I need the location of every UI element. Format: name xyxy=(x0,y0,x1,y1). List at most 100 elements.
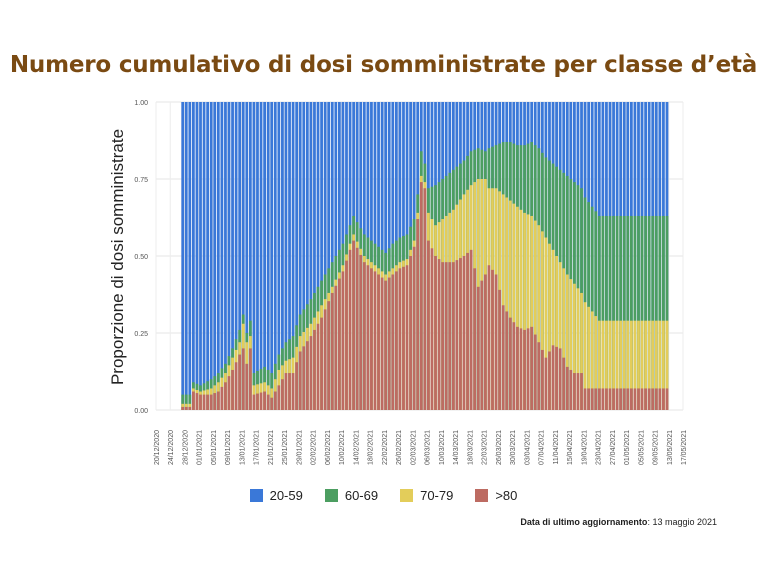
bar-segment xyxy=(181,403,185,410)
bar-segment xyxy=(615,320,619,410)
bar-segment xyxy=(562,268,566,410)
bar-segment xyxy=(476,286,480,410)
bar-segment xyxy=(605,388,608,410)
bar-segment xyxy=(451,262,455,410)
bar-segment xyxy=(612,215,615,410)
bar-segment xyxy=(601,320,605,410)
x-tick-label: 13/05/2021 xyxy=(667,430,674,465)
bar-segment xyxy=(234,362,238,410)
bar-segment xyxy=(252,102,256,410)
bar-segment xyxy=(459,258,462,410)
bar-segment xyxy=(373,271,377,410)
bar-segment xyxy=(597,388,601,410)
bar-segment xyxy=(270,397,274,410)
bar-segment xyxy=(380,277,384,410)
bar-segment xyxy=(662,215,665,410)
x-tick-label: 13/01/2021 xyxy=(239,430,246,465)
bar-segment xyxy=(637,388,640,410)
bar-segment xyxy=(587,388,591,410)
bar-segment xyxy=(398,268,402,410)
bar-segment xyxy=(224,102,227,410)
bar-segment xyxy=(505,197,509,410)
x-tick-label: 29/01/2021 xyxy=(296,430,303,465)
bar-segment xyxy=(199,102,202,410)
x-tick-label: 02/03/2021 xyxy=(410,430,417,465)
y-tick-label: 0.50 xyxy=(134,254,148,261)
x-tick-label: 15/04/2021 xyxy=(567,430,574,465)
bar-segment xyxy=(302,102,306,410)
bar-segment xyxy=(184,406,188,410)
bar-segment xyxy=(637,215,640,410)
bar-segment xyxy=(402,266,405,410)
bar-segment xyxy=(348,249,352,410)
bar-segment xyxy=(316,102,320,410)
bar-segment xyxy=(359,254,363,410)
x-tick-label: 11/04/2021 xyxy=(553,430,560,465)
bar-segment xyxy=(548,351,551,410)
x-tick-label: 27/04/2021 xyxy=(610,430,617,465)
x-tick-label: 21/01/2021 xyxy=(268,430,275,465)
legend-item-70-79: 70-79 xyxy=(400,488,453,503)
bar-segment xyxy=(583,388,587,410)
bar-segment xyxy=(565,274,569,410)
x-tick-label: 24/12/2020 xyxy=(168,430,175,465)
bar-segment xyxy=(195,393,199,410)
bar-segment xyxy=(597,215,601,410)
bar-segment xyxy=(533,220,537,410)
bar-segment xyxy=(231,102,234,410)
bar-segment xyxy=(320,317,323,410)
x-tick-label: 17/05/2021 xyxy=(681,430,688,465)
bar-segment xyxy=(523,212,526,410)
bar-segment xyxy=(444,262,448,410)
bar-segment xyxy=(658,215,662,410)
bar-segment xyxy=(530,326,534,410)
bar-segment xyxy=(654,215,658,410)
bar-segment xyxy=(366,265,370,410)
bar-segment xyxy=(587,306,591,410)
x-tick-label: 18/03/2021 xyxy=(467,430,474,465)
x-tick-label: 03/04/2021 xyxy=(524,430,531,465)
bar-segment xyxy=(416,219,420,410)
bar-segment xyxy=(427,240,430,410)
y-tick-label: 0.75 xyxy=(134,177,148,184)
bar-segment xyxy=(615,388,619,410)
bar-segment xyxy=(665,215,669,410)
bar-segment xyxy=(576,288,580,410)
bar-segment xyxy=(284,102,288,410)
bar-segment xyxy=(281,379,284,410)
bar-segment xyxy=(334,285,338,410)
bar-segment xyxy=(544,237,548,410)
bar-segment xyxy=(256,393,259,410)
bar-segment xyxy=(430,248,434,410)
bar-segment xyxy=(252,394,256,410)
bar-segment xyxy=(640,320,644,410)
bar-segment xyxy=(206,394,210,410)
bar-segment xyxy=(462,256,466,410)
bar-segment xyxy=(313,102,316,410)
bar-segment xyxy=(305,341,309,410)
bar-segment xyxy=(227,102,231,410)
x-tick-label: 26/02/2021 xyxy=(396,430,403,465)
bar-segment xyxy=(220,386,224,410)
x-tick-label: 20/12/2020 xyxy=(154,430,161,465)
bar-segment xyxy=(619,215,623,410)
bar-segment xyxy=(605,320,608,410)
bar-segment xyxy=(469,249,473,410)
bar-segment xyxy=(266,394,270,410)
bar-segment xyxy=(494,274,498,410)
bar-segment xyxy=(540,231,544,410)
x-tick-label: 05/05/2021 xyxy=(638,430,645,465)
bar-segment xyxy=(409,256,412,410)
bar-segment xyxy=(647,320,651,410)
bar-segment xyxy=(651,215,655,410)
bar-segment xyxy=(605,215,608,410)
bar-segment xyxy=(305,102,309,410)
bar-segment xyxy=(323,102,327,410)
bar-segment xyxy=(234,102,238,410)
bar-segment xyxy=(188,403,192,410)
bar-segment xyxy=(590,311,594,410)
bar-segment xyxy=(569,279,573,410)
bar-segment xyxy=(480,280,484,410)
bar-segment xyxy=(573,283,576,410)
bar-segment xyxy=(209,394,213,410)
